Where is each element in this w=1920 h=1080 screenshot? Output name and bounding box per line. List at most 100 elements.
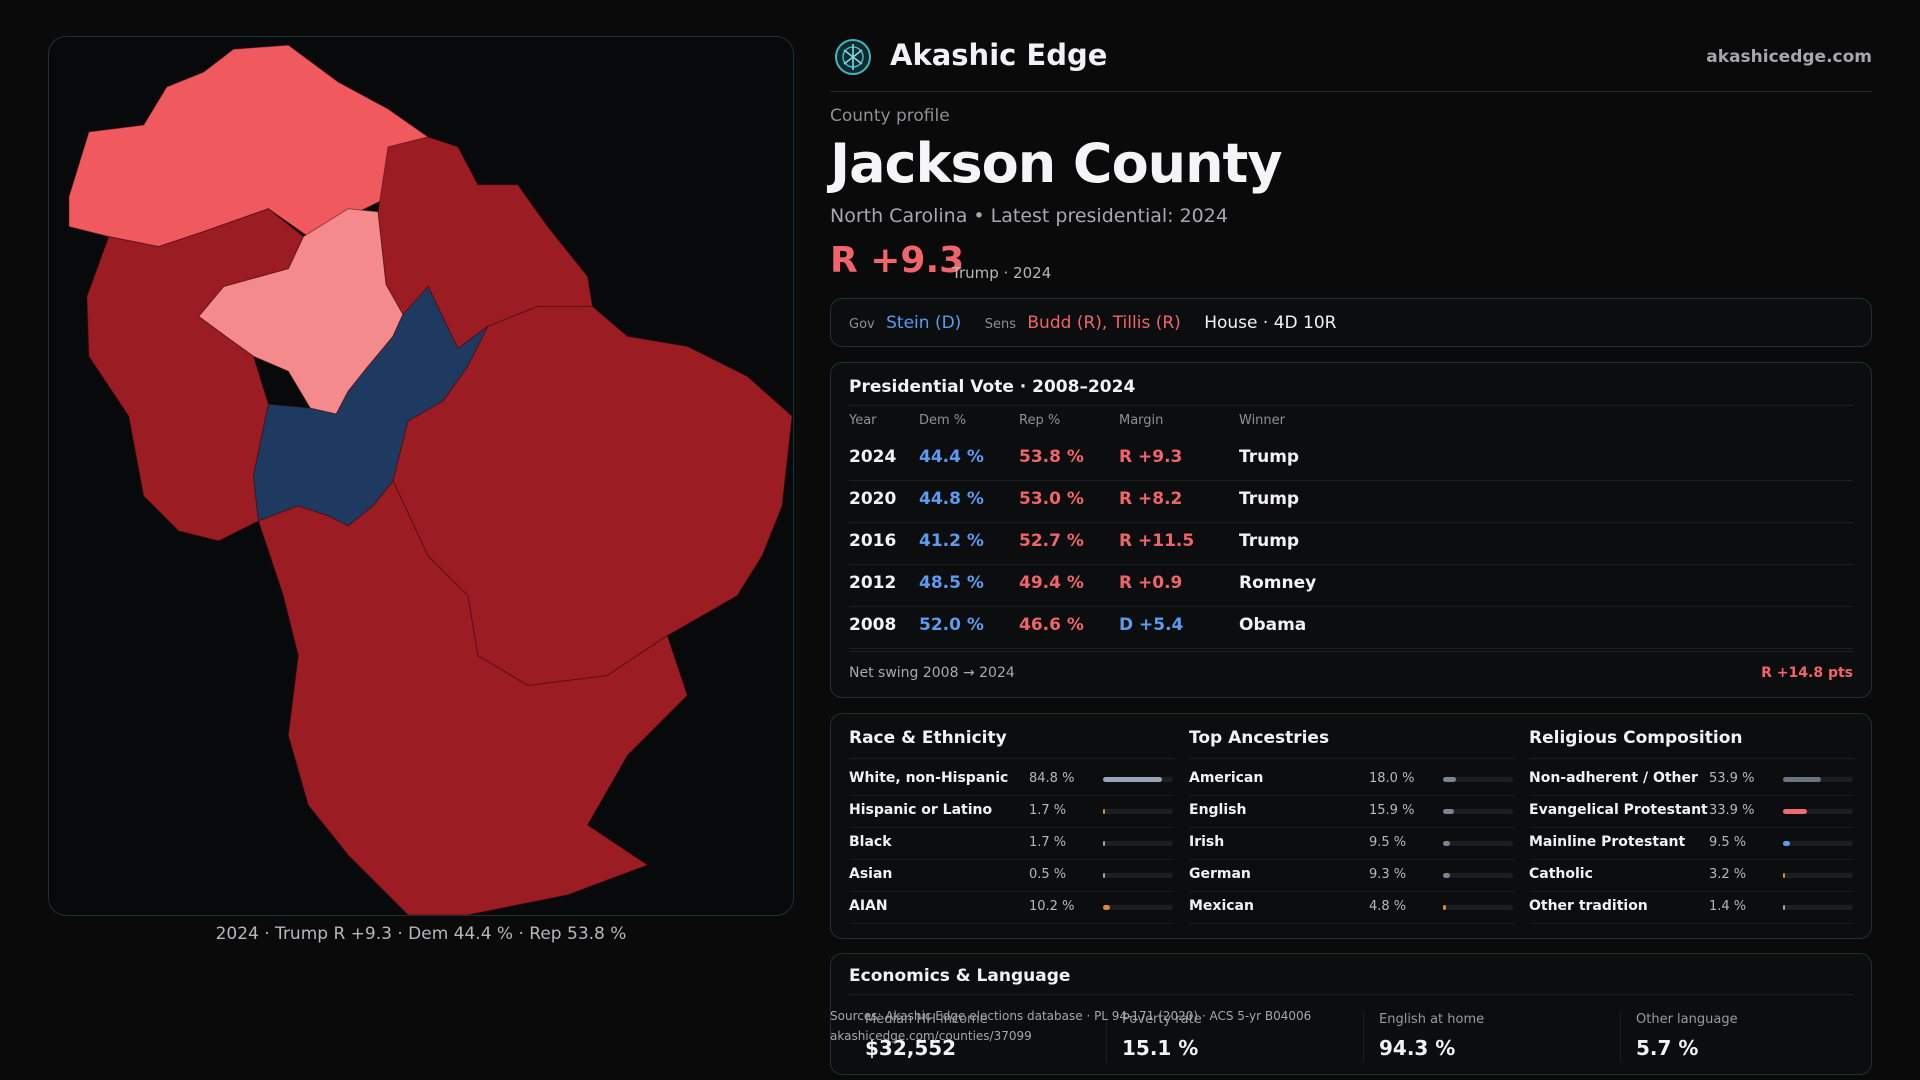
table-cell-winner: Trump [1239,447,1300,467]
demographic-section: Religious Composition Non-adherent / Othe… [1529,728,1855,924]
officials-card: Gov Stein (D) Sens Budd (R), Tillis (R) … [830,298,1872,347]
economic-stat-value: 5.7 % [1636,1036,1699,1060]
table-cell-winner: Trump [1239,489,1300,509]
table-cell-year: 2012 [849,573,897,593]
demographic-row: Asian 0.5 % [849,860,1175,892]
table-row-divider [849,648,1853,649]
gov-label: Gov [849,317,875,332]
table-cell-margin: R +8.2 [1119,489,1183,509]
demographic-bar-track [1783,809,1853,814]
table-cell-year: 2016 [849,531,897,551]
demographic-row: Non-adherent / Other 53.9 % [1529,764,1855,796]
sources-line: Sources: Akashic Edge elections database… [830,1009,1312,1023]
demographic-percent: 9.5 % [1709,835,1747,850]
table-cell-rep: 46.6 % [1019,615,1084,635]
county-map[interactable] [48,36,794,916]
demographic-bar-fill [1783,841,1790,846]
demographic-label: Hispanic or Latino [849,802,993,818]
headline-margin-note: Trump · 2024 [952,264,1052,282]
table-cell-margin: R +9.3 [1119,447,1183,467]
presidential-vote-card: Presidential Vote · 2008–2024 Year Dem % R… [830,362,1872,698]
table-cell-margin: D +5.4 [1119,615,1184,635]
demographic-bar-fill [1103,777,1163,782]
demographic-label: Asian [849,866,893,882]
table-cell-dem: 44.8 % [919,489,984,509]
profile-kicker: County profile [830,106,950,126]
table-cell-dem: 44.4 % [919,447,984,467]
demographic-percent: 33.9 % [1709,803,1755,818]
demographic-percent: 3.2 % [1709,867,1747,882]
header-bar: Akashic Edge akashicedge.com [830,30,1872,92]
demographic-bar-track [1783,905,1853,910]
demographic-percent: 1.7 % [1029,835,1067,850]
demographic-percent: 18.0 % [1369,771,1415,786]
source-url[interactable]: akashicedge.com/counties/37099 [830,1029,1032,1043]
demographic-bar-track [1443,841,1513,846]
demographic-percent: 9.5 % [1369,835,1407,850]
demographic-label: Evangelical Protestant [1529,802,1708,818]
demographic-bar-track [1783,777,1853,782]
precinct-map-svg[interactable] [49,37,793,915]
demographic-label: English [1189,802,1247,818]
precinct-west[interactable] [86,208,304,542]
economic-stat: English at home 94.3 % [1379,1008,1637,1064]
demographic-bar-track [1103,809,1173,814]
demographic-bar-fill [1103,809,1105,814]
economics-card: Economics & Language Median HH income $32… [830,953,1872,1075]
precinct-south[interactable] [257,480,688,915]
demographic-label: Catholic [1529,866,1593,882]
demographic-bar-fill [1103,841,1105,846]
demographic-row: Hispanic or Latino 1.7 % [849,796,1175,828]
demographic-bar-fill [1783,905,1785,910]
demographic-section-title: Top Ancestries [1189,728,1330,748]
demographic-row: AIAN 10.2 % [849,892,1175,924]
demographic-label: Mainline Protestant [1529,834,1686,850]
presidential-title: Presidential Vote · 2008–2024 [849,377,1136,397]
table-cell-year: 2024 [849,447,897,467]
demographic-bar-track [1783,873,1853,878]
demographic-bar-fill [1783,873,1786,878]
demographic-label: Black [849,834,892,850]
table-cell-dem: 52.0 % [919,615,984,635]
demographic-row: German 9.3 % [1189,860,1515,892]
table-cell-margin: R +0.9 [1119,573,1183,593]
table-header: Year [849,413,877,428]
demographic-label: White, non-Hispanic [849,770,1009,786]
table-row-divider [849,564,1853,565]
page-title: Jackson County [830,132,1283,195]
table-header: Winner [1239,413,1286,428]
table-cell-dem: 48.5 % [919,573,984,593]
demographic-bar-track [1443,777,1513,782]
demographic-bar-track [1103,905,1173,910]
economic-stat: Other language 5.7 % [1636,1008,1894,1064]
net-swing-label: Net swing 2008 → 2024 [849,665,1015,681]
table-row-divider [849,522,1853,523]
demographic-label: American [1189,770,1264,786]
demographic-row: Other tradition 1.4 % [1529,892,1855,924]
demographic-percent: 9.3 % [1369,867,1407,882]
sens-label: Sens [984,317,1016,332]
demographic-section: Race & Ethnicity White, non-Hispanic 84.8 … [849,728,1175,924]
demographic-percent: 10.2 % [1029,899,1075,914]
demographic-percent: 0.5 % [1029,867,1067,882]
table-cell-dem: 41.2 % [919,531,984,551]
brand-name: Akashic Edge [890,38,1108,72]
table-cell-margin: R +11.5 [1119,531,1195,551]
demographic-percent: 84.8 % [1029,771,1075,786]
table-cell-rep: 52.7 % [1019,531,1084,551]
demographic-bar-track [1783,841,1853,846]
site-link[interactable]: akashicedge.com [1706,47,1872,67]
demographic-section: Top Ancestries American 18.0 % English 15.9 … [1189,728,1515,924]
demographic-percent: 15.9 % [1369,803,1415,818]
demographic-bar-fill [1103,873,1105,878]
demographic-row: English 15.9 % [1189,796,1515,828]
demographic-label: Irish [1189,834,1225,850]
demographic-percent: 1.7 % [1029,803,1067,818]
table-cell-rep: 49.4 % [1019,573,1084,593]
economic-stat-label: Other language [1636,1012,1738,1027]
headline-margin: R +9.3 [830,240,965,281]
demographic-label: Non-adherent / Other [1529,770,1698,786]
demographic-bar-track [1103,777,1173,782]
demographic-percent: 1.4 % [1709,899,1747,914]
demographic-row: Irish 9.5 % [1189,828,1515,860]
